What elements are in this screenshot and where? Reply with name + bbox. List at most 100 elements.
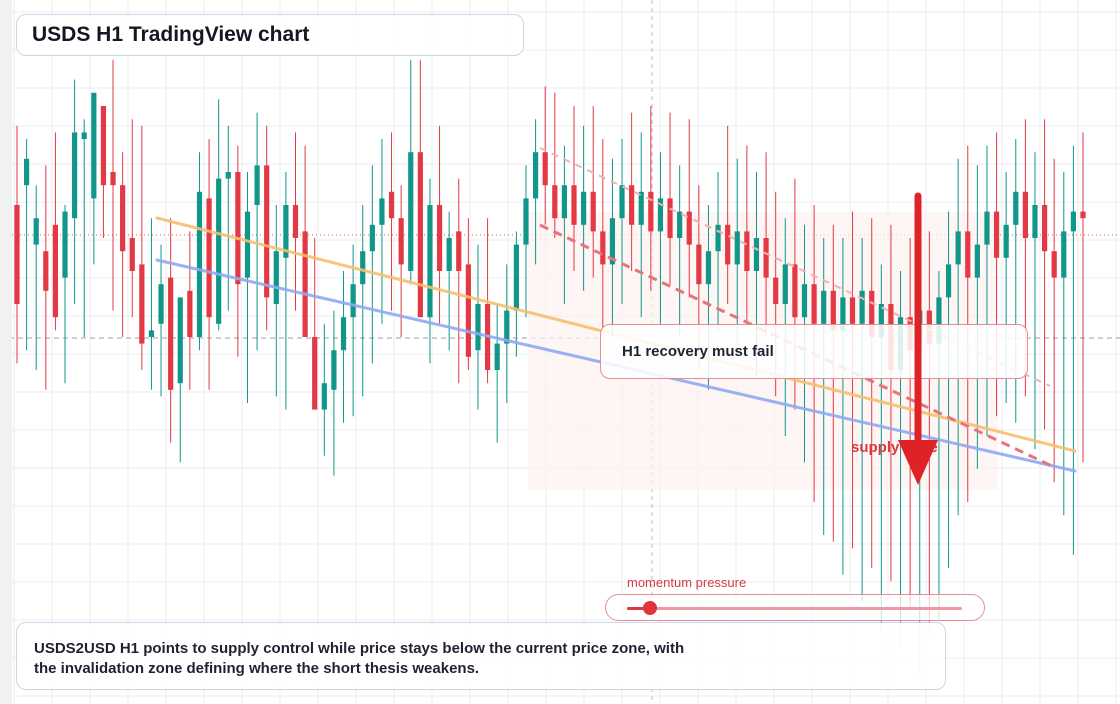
candle-body	[955, 231, 961, 265]
candle-body	[849, 297, 856, 324]
candle	[43, 165, 49, 390]
momentum-gauge	[605, 594, 985, 621]
candle	[869, 218, 875, 568]
candle-body	[657, 198, 664, 232]
candle	[725, 125, 731, 304]
candle	[1080, 132, 1086, 463]
candle-body	[340, 317, 347, 351]
candle-body	[14, 205, 20, 304]
candle	[945, 211, 952, 568]
candle	[552, 92, 558, 238]
candle-body	[216, 178, 222, 324]
candle	[638, 132, 644, 318]
candle	[830, 224, 836, 542]
candle-body	[379, 198, 385, 225]
summary-line-1: USDS2USD H1 points to supply control whi…	[34, 640, 685, 657]
candle	[340, 271, 347, 423]
candle-body	[398, 218, 404, 265]
candle	[158, 244, 164, 397]
candle-body	[369, 224, 375, 252]
candle-body	[24, 158, 30, 186]
candle-body	[1061, 231, 1067, 278]
candle	[840, 238, 846, 575]
candle-body	[725, 224, 731, 265]
candle-body	[264, 165, 270, 298]
candle-body	[830, 290, 836, 331]
candle-body	[552, 185, 558, 219]
summary-line-2: the invalidation zone defining where the…	[34, 660, 480, 677]
candle	[120, 152, 126, 337]
candle-body	[734, 231, 740, 265]
candle-body	[677, 211, 683, 238]
candle-body	[686, 211, 692, 245]
candle	[379, 139, 385, 324]
candle	[494, 304, 500, 443]
candle-body	[1070, 211, 1076, 232]
candle-body	[120, 185, 126, 252]
candle	[168, 218, 174, 443]
candle-body	[840, 297, 846, 331]
candle	[72, 79, 78, 304]
candle-body	[945, 264, 952, 298]
candle	[321, 323, 327, 456]
candle	[91, 92, 97, 265]
candle-body	[52, 224, 59, 318]
bearish-projection-line	[539, 223, 1053, 468]
candle-body	[638, 191, 644, 225]
candle-body	[696, 244, 702, 285]
candle-body	[254, 165, 260, 205]
candle	[14, 125, 20, 364]
candle	[590, 106, 596, 278]
candle-body	[705, 251, 712, 285]
candle	[177, 297, 183, 463]
candle	[1032, 152, 1038, 450]
candle	[1061, 172, 1067, 516]
candle-body	[763, 238, 769, 278]
candle	[148, 218, 155, 390]
candle-body	[235, 172, 241, 285]
candle-body	[177, 297, 183, 384]
candle	[24, 139, 30, 351]
candle-body	[1003, 224, 1009, 258]
candle-body	[72, 132, 78, 219]
candle	[62, 205, 68, 384]
candle	[264, 125, 270, 331]
candle-body	[667, 198, 673, 238]
candle	[52, 132, 59, 331]
candle-body	[292, 205, 299, 238]
candle	[331, 310, 337, 476]
candle	[1041, 119, 1048, 430]
candle	[100, 106, 107, 238]
candle	[139, 125, 145, 370]
candle	[81, 119, 87, 337]
candle	[849, 211, 856, 549]
candle-body	[139, 264, 145, 344]
candle	[734, 158, 740, 357]
candle	[513, 231, 519, 357]
candle	[235, 145, 241, 357]
candle-body	[187, 290, 193, 337]
supply-zone-label: supply zone	[851, 439, 938, 456]
recovery-callout: H1 recovery must fail	[600, 324, 1028, 379]
candle	[456, 178, 462, 384]
candle	[763, 152, 769, 337]
candle-body	[225, 172, 231, 179]
candle-body	[33, 218, 39, 245]
candle	[360, 205, 366, 397]
candle	[216, 99, 222, 331]
candle-body	[581, 191, 587, 225]
candle-body	[648, 191, 654, 232]
candle-body	[504, 310, 510, 344]
candle-body	[148, 330, 155, 337]
candle-body	[571, 185, 577, 225]
candle	[686, 119, 692, 298]
candle-body	[869, 290, 875, 337]
candle	[984, 145, 990, 436]
candle-body	[321, 383, 327, 410]
candle	[408, 59, 414, 285]
candle-body	[206, 198, 212, 318]
candle-body	[494, 343, 500, 370]
candle-body	[878, 304, 884, 337]
momentum-fill	[627, 607, 651, 610]
